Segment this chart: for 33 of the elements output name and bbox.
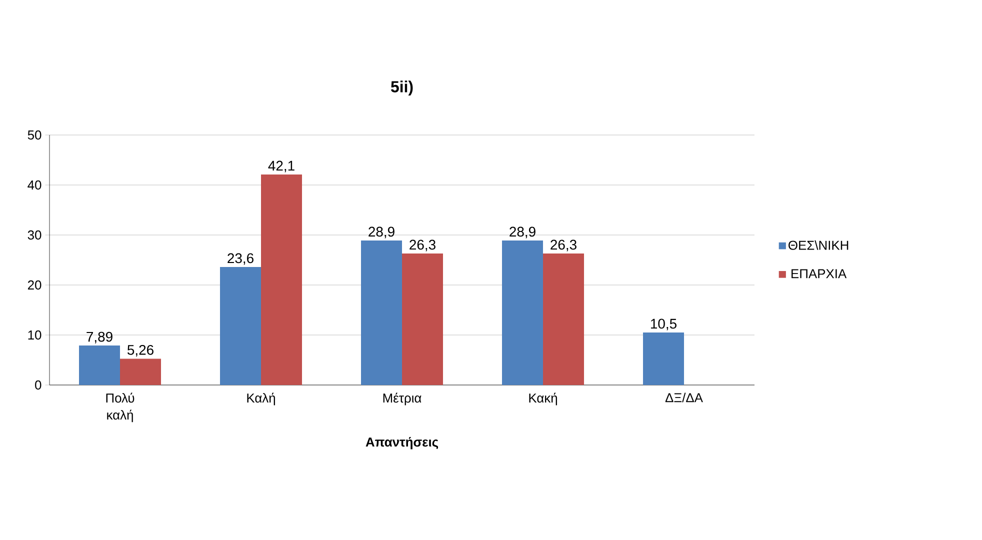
- chart-title: 5ii): [390, 80, 413, 96]
- data-label: 28,9: [368, 226, 394, 238]
- x-tick-label: Κακή: [529, 392, 557, 406]
- bar: [502, 240, 544, 385]
- bar: [402, 254, 444, 385]
- data-label: 23,6: [228, 253, 254, 265]
- bar: [79, 346, 120, 385]
- data-label: 10,5: [650, 318, 676, 330]
- x-tick-label: ΔΞ/ΔΑ: [665, 392, 703, 402]
- bar: [643, 332, 684, 385]
- bar: [261, 174, 302, 385]
- bar: [120, 358, 162, 385]
- data-label: 26,3: [410, 240, 436, 252]
- y-tick-label: 40: [28, 180, 42, 190]
- data-label: 5,26: [127, 344, 154, 356]
- legend-label: ΕΠΑΡΧΙΑ: [792, 269, 847, 278]
- bar: [361, 240, 402, 385]
- bar: [543, 254, 584, 385]
- data-label: 26,3: [550, 240, 576, 252]
- y-tick-label: 20: [28, 280, 42, 290]
- y-tick-label: 50: [28, 130, 42, 140]
- y-tick-label: 0: [35, 380, 42, 390]
- x-tick-label: Μέτρια: [383, 392, 422, 406]
- data-label: 42,1: [268, 160, 294, 172]
- legend-label: ΘΕΣ\ΝΙΚΗ: [788, 240, 848, 250]
- bar: [220, 267, 262, 385]
- x-tick-label: Πολύ καλή: [106, 392, 134, 422]
- data-label: 7,89: [86, 332, 112, 344]
- y-tick-label: 10: [28, 330, 42, 340]
- x-tick-label: Καλή: [247, 392, 275, 406]
- data-label: 28,9: [510, 226, 536, 238]
- x-axis-title: Απαντήσεις: [366, 436, 438, 450]
- y-tick-label: 30: [28, 230, 42, 240]
